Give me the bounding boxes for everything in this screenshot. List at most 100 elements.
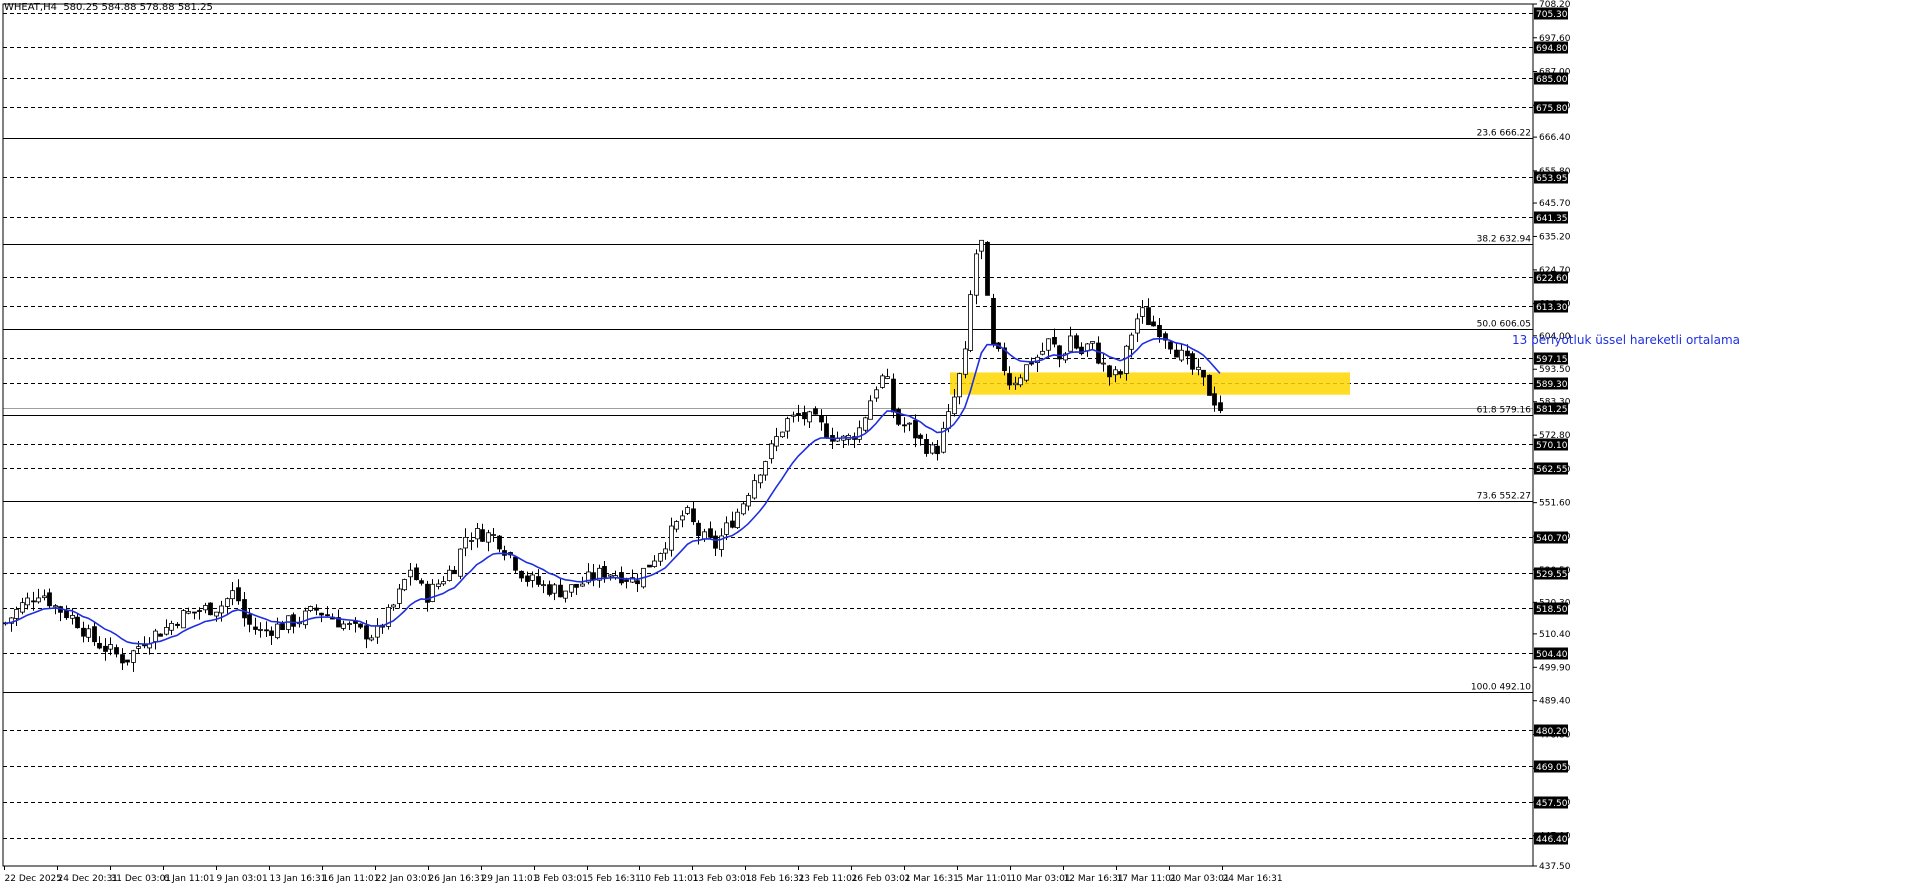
candle-body (458, 548, 463, 577)
candle-body (391, 604, 396, 608)
candle-body (819, 415, 824, 423)
fibonacci-label: 100.0 492.10 (1471, 683, 1531, 693)
candle-body (469, 540, 474, 542)
candle-body (946, 411, 951, 429)
candle-body (536, 576, 541, 585)
candle-body (314, 607, 319, 611)
candle-body (691, 508, 696, 523)
current-price-tag-label: 581.25 (1536, 405, 1568, 415)
candle-body (918, 434, 923, 439)
candle-body (608, 574, 613, 577)
candle-body (247, 614, 252, 625)
candle-body (1057, 345, 1062, 360)
price-level-tag-label: 446.40 (1536, 835, 1568, 845)
candle-body (930, 444, 935, 454)
candle-body (1063, 353, 1068, 361)
y-tick-label: 604.00 (1539, 332, 1571, 342)
price-level-tag (1534, 72, 1568, 85)
candle-body (158, 633, 163, 637)
candle-body (31, 600, 36, 603)
candle-body (208, 602, 213, 616)
candle-body (896, 408, 901, 425)
candle-body (1163, 333, 1168, 341)
candle-body (20, 602, 25, 613)
candle-body (663, 548, 668, 554)
current-price-tag (1534, 402, 1568, 415)
candle-body (724, 522, 729, 535)
plot-frame (2, 3, 1534, 867)
candle-body (985, 241, 990, 296)
ema-13-line[interactable] (4, 337, 1221, 645)
x-tick-label: 31 Dec 03:01 (111, 874, 172, 884)
candle-body (169, 622, 174, 631)
candle-body (935, 445, 940, 455)
price-level-tag (1534, 211, 1568, 224)
candle-body (763, 461, 768, 476)
price-level-tag (1534, 647, 1568, 660)
candle-body (968, 294, 973, 351)
candle-body (114, 647, 119, 655)
candle-body (303, 610, 308, 626)
candle-body (258, 629, 263, 631)
ema-line (4, 337, 1221, 645)
candle-body (275, 623, 280, 639)
candle-body (25, 597, 30, 606)
x-tick-label: 2 Mar 16:31 (905, 874, 959, 884)
candle-body (219, 605, 224, 614)
candle-body (358, 623, 363, 628)
y-tick-label: 666.40 (1539, 133, 1571, 143)
candle-body (120, 654, 125, 664)
candle-body (242, 599, 247, 619)
candle-body (525, 575, 530, 582)
price-level-tag-label: 641.35 (1536, 214, 1568, 224)
candle-body (780, 431, 785, 438)
candle-body (1135, 318, 1140, 334)
candle-body (463, 536, 468, 549)
price-level-tag (1534, 352, 1568, 365)
candle-body (547, 584, 552, 595)
candle-body (591, 572, 596, 581)
support-zone (950, 372, 1350, 395)
price-level-tag-label: 529.55 (1536, 570, 1568, 580)
candle-body (341, 623, 346, 629)
candle-body (880, 375, 885, 388)
candle-body (902, 424, 907, 427)
candle-body (1201, 369, 1206, 378)
candle-body (153, 630, 158, 642)
candle-body (597, 567, 602, 581)
highlight-zone[interactable] (950, 372, 1350, 395)
y-tick-label: 708.20 (1539, 0, 1571, 10)
candle-body (1151, 321, 1156, 327)
candle-body (802, 412, 807, 420)
candle-body (225, 598, 230, 607)
price-level-tag-label: 653.95 (1536, 174, 1568, 184)
price-level-tag-label: 570.10 (1536, 441, 1568, 451)
candle-body (1024, 364, 1029, 381)
candle-body (81, 627, 86, 637)
y-tick-label: 635.20 (1539, 232, 1571, 242)
candle-body (452, 569, 457, 575)
candle-body (386, 606, 391, 627)
candle-body (1146, 307, 1151, 326)
candle-body (752, 480, 757, 499)
candle-body (1212, 393, 1217, 406)
candle-body (125, 659, 130, 663)
x-tick-label: 13 Feb 03:01 (693, 874, 752, 884)
candle-body (1068, 335, 1073, 352)
candle-body (586, 571, 591, 583)
candle-body (624, 579, 629, 582)
candle-body (36, 597, 41, 603)
price-level-tag (1534, 832, 1568, 845)
candle-body (369, 637, 374, 641)
candle-body (70, 614, 75, 619)
candle-body (991, 298, 996, 345)
price-level-tag-label: 685.00 (1536, 75, 1568, 85)
candle-body (103, 645, 108, 652)
candle-body (974, 253, 979, 296)
candle-body (280, 623, 285, 630)
candle-body (1079, 346, 1084, 355)
price-level-tag-label: 694.80 (1536, 44, 1568, 54)
candle-body (347, 623, 352, 625)
